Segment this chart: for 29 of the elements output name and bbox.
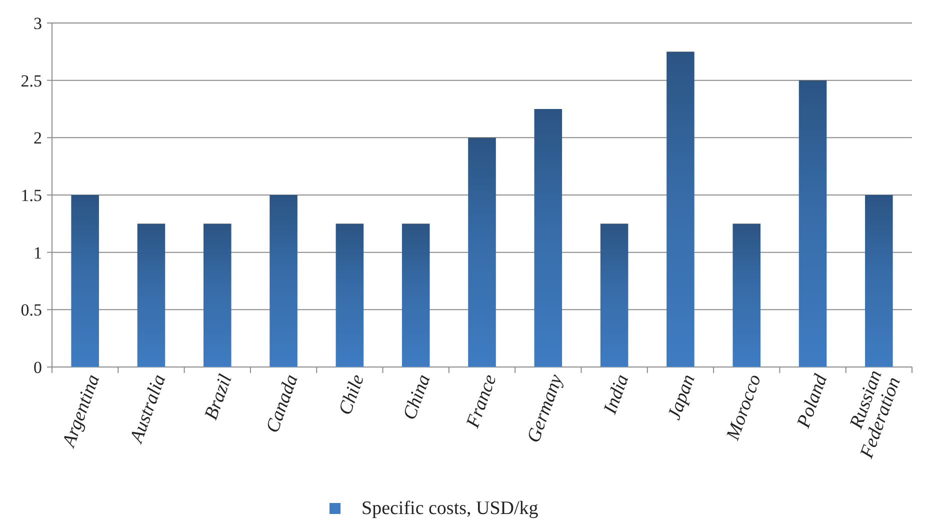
x-tick-label: Poland [792, 371, 832, 432]
y-tick-label: 2 [34, 128, 42, 148]
bar [468, 138, 496, 367]
x-tick-label: Chile [334, 372, 369, 418]
bar [270, 195, 298, 367]
x-tick-label: Canada [262, 372, 302, 436]
y-tick-label: 2.5 [20, 71, 42, 90]
bar [203, 224, 232, 367]
bar [666, 52, 694, 367]
bar [600, 224, 628, 367]
bar [865, 195, 893, 367]
x-tick-label: India [599, 372, 634, 418]
legend-label: Specific costs, USD/kg [362, 498, 539, 519]
y-tick-label: 0 [34, 358, 42, 377]
bar [336, 224, 364, 367]
y-tick-label: 1 [34, 243, 42, 262]
bar [402, 224, 430, 367]
y-tick-label: 0.5 [20, 300, 42, 320]
x-tick-label: Japan [664, 372, 700, 423]
y-tick-label: 1.5 [20, 186, 42, 205]
x-tick-label: Brazil [200, 372, 236, 423]
bar [71, 195, 99, 367]
x-tick-label: France [462, 372, 501, 432]
bar [534, 109, 562, 367]
x-tick-label: China [399, 372, 435, 423]
y-tick-label: 3 [34, 14, 42, 33]
bar [798, 80, 827, 367]
bar [137, 224, 166, 367]
bar [732, 224, 761, 367]
